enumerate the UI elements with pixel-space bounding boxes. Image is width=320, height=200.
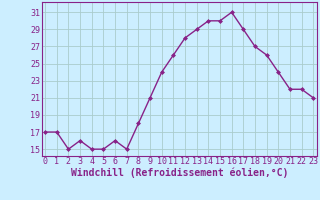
X-axis label: Windchill (Refroidissement éolien,°C): Windchill (Refroidissement éolien,°C) — [70, 168, 288, 178]
